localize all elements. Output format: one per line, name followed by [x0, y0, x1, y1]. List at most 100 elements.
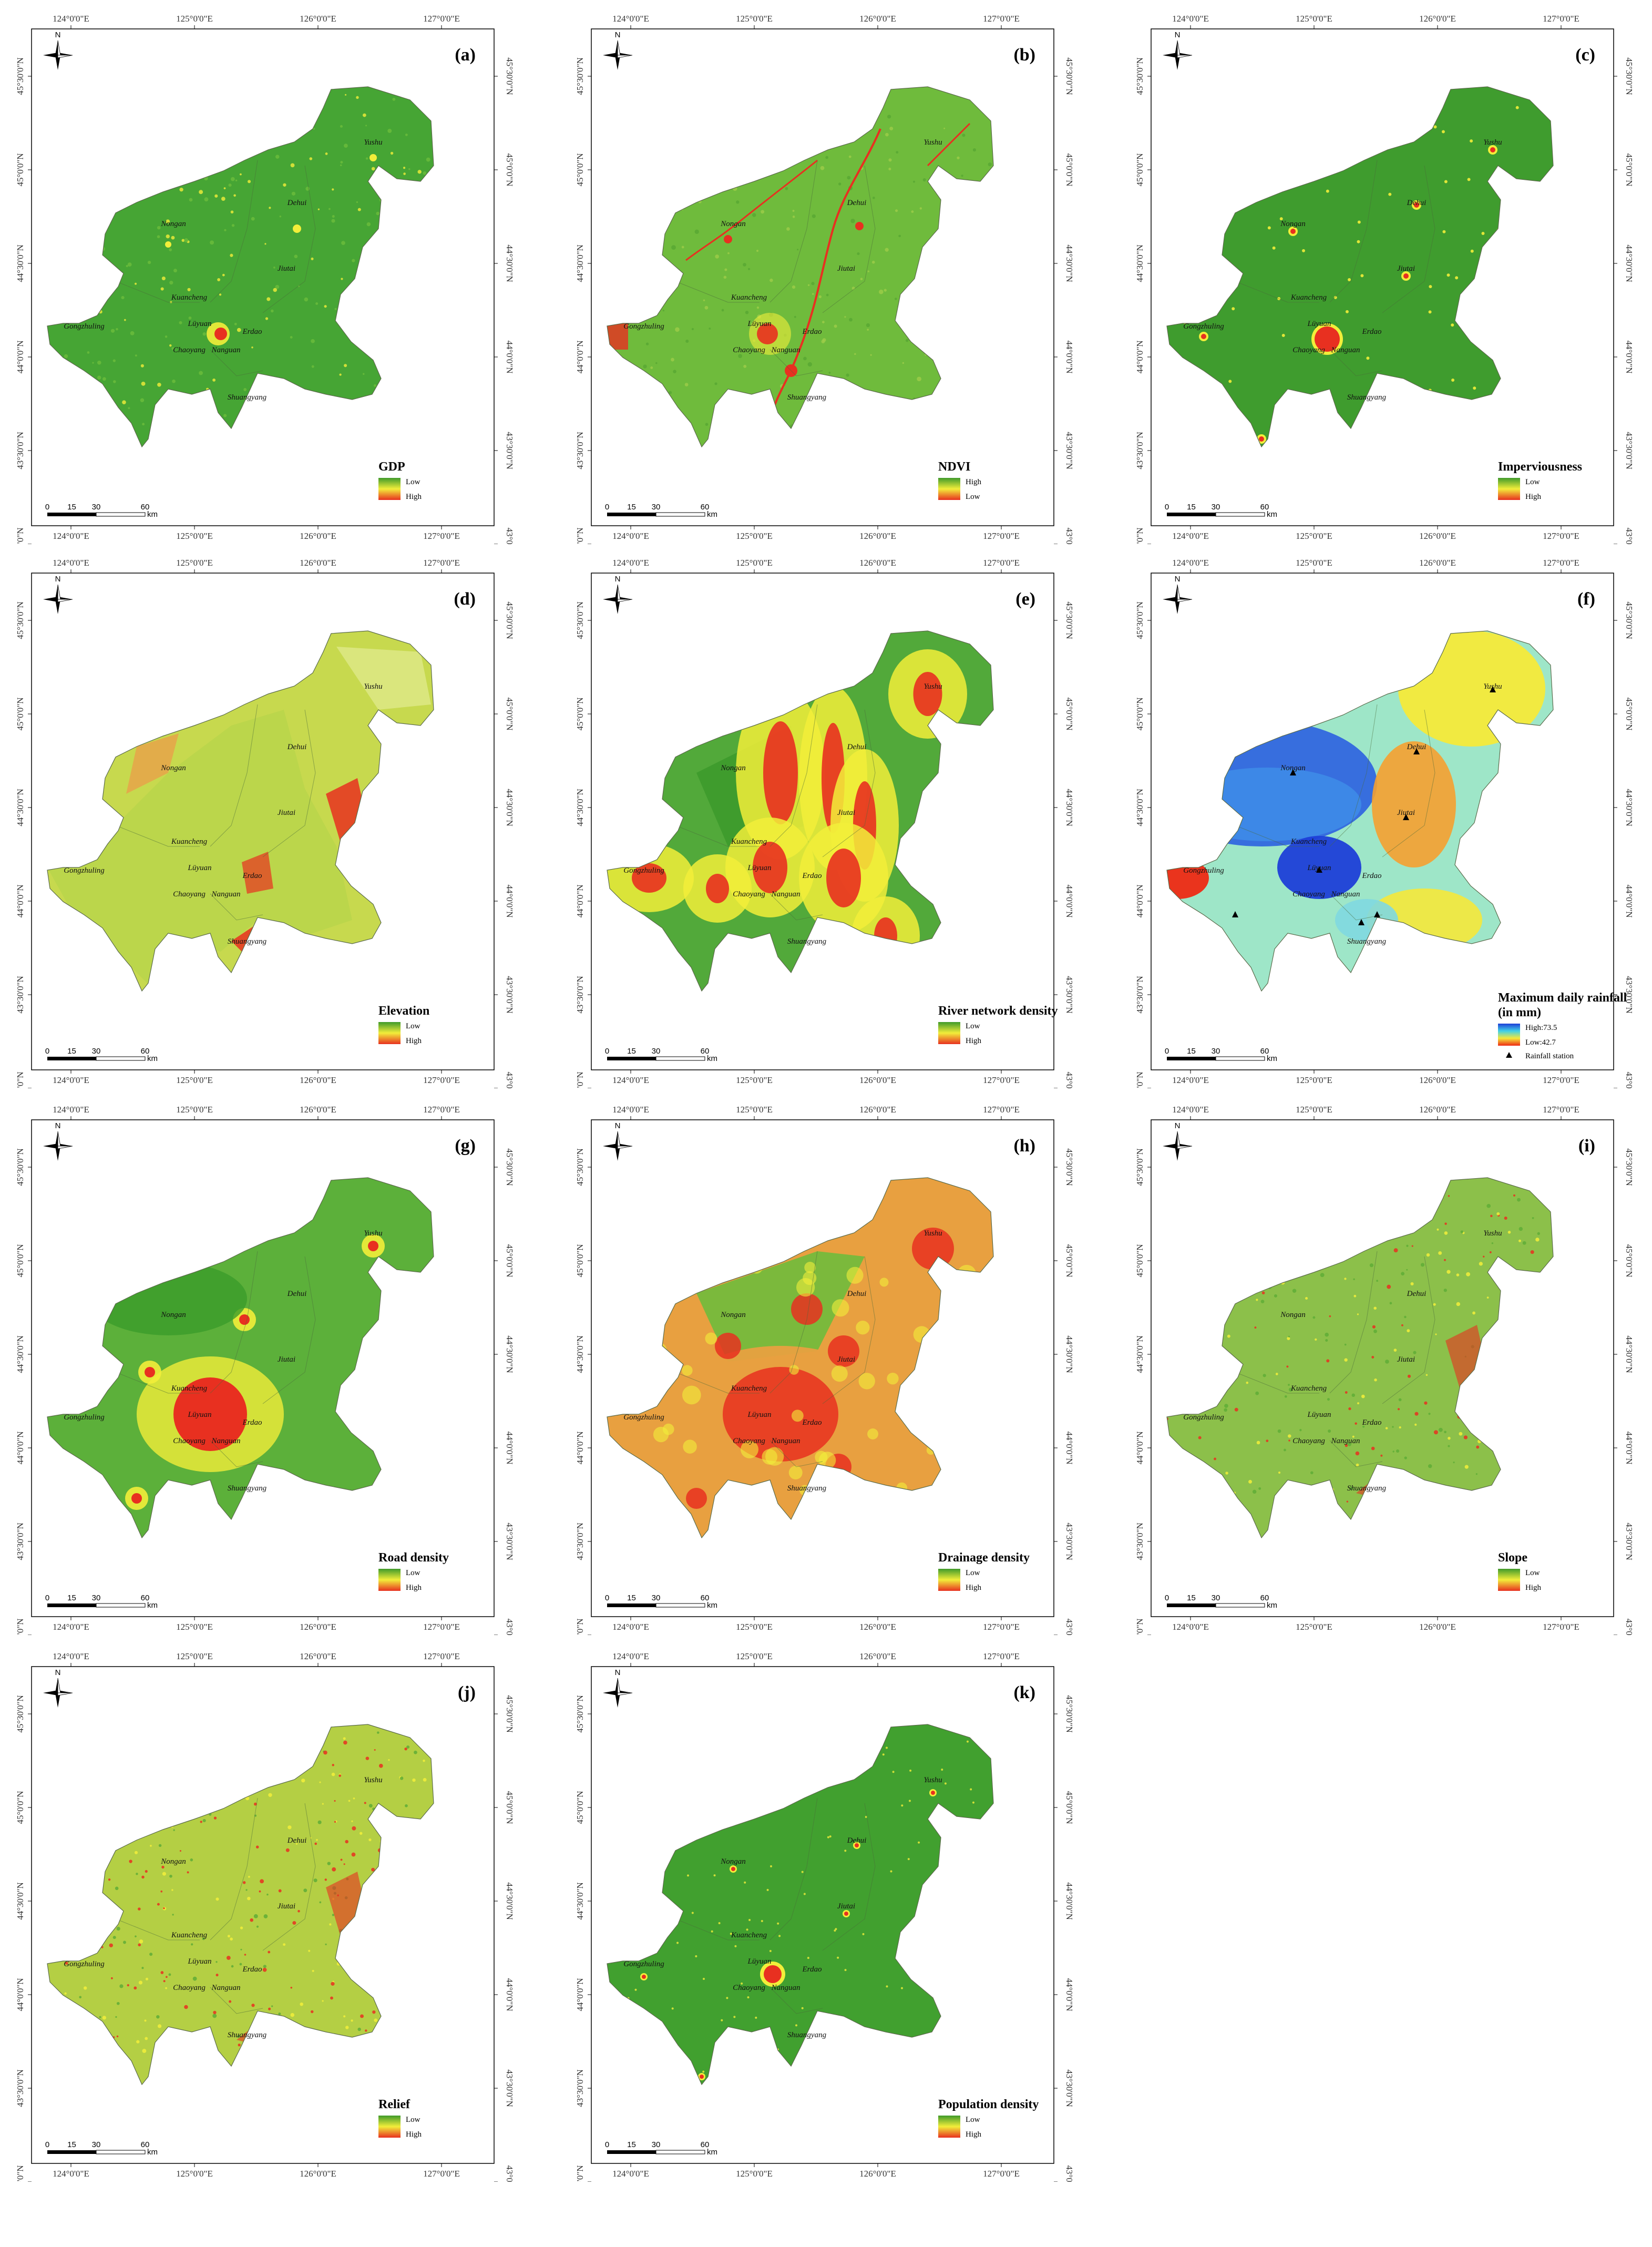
city-label: Kuancheng [171, 293, 208, 302]
legend-bottom-label: High [966, 1037, 982, 1045]
city-label: Lüyuan [188, 320, 212, 328]
lat-tick-label-right: 44°0'0"N [1624, 884, 1634, 917]
city-label: Jiutai [837, 1902, 855, 1911]
city-label: Gongzhuling [623, 866, 664, 875]
lon-tick-label-top: 124°0'0"E [612, 14, 649, 24]
scale-bar-white [1215, 1056, 1265, 1061]
map-panel: 124°0'0"E 124°0'0"E 125°0'0"E 125°0'0"E 126°… [11, 552, 520, 1088]
city-label: Nanguan [771, 890, 800, 898]
lon-tick-label-bottom: 124°0'0"E [53, 1075, 89, 1085]
scale-tick-label: 30 [92, 503, 101, 512]
legend-extra-label: Rainfall station [1525, 1052, 1574, 1060]
city-label: Yushu [1483, 1229, 1502, 1238]
lat-tick-label-left: 43°0'0"N [15, 1071, 25, 1088]
city-label: Dehui [287, 1290, 307, 1298]
lat-tick-label-right: 45°30'0"N [1624, 1148, 1634, 1186]
lat-tick-label-right: 43°30'0"N [1064, 432, 1074, 469]
legend-title: Relief [378, 2098, 411, 2111]
lat-tick-label-right: 45°30'0"N [505, 1695, 515, 1733]
city-label: Erdao [242, 328, 262, 336]
lon-tick-label-bottom: 124°0'0"E [1172, 1622, 1209, 1632]
city-label: Chaoyang [1292, 346, 1325, 354]
lon-tick-label-bottom: 124°0'0"E [53, 2169, 89, 2179]
map-svg: 124°0'0"E 124°0'0"E 125°0'0"E 125°0'0"E 126°… [1135, 14, 1634, 544]
scale-tick-label: 0 [605, 2140, 609, 2149]
lat-tick-label-left: 45°0'0"N [1135, 697, 1145, 730]
lon-tick-label-top: 126°0'0"E [300, 14, 336, 24]
city-label: Dehui [1407, 743, 1427, 751]
legend-bottom-label: Low [966, 493, 980, 501]
lat-tick-label-right: 45°30'0"N [1064, 601, 1074, 639]
panel-letter: (j) [458, 1683, 476, 1702]
map-svg: 124°0'0"E 124°0'0"E 125°0'0"E 125°0'0"E 126°… [15, 14, 515, 544]
city-label: Nongan [160, 1857, 186, 1866]
lon-tick-label-top: 124°0'0"E [53, 14, 89, 24]
lat-tick-label-left: 43°0'0"N [15, 1618, 25, 1635]
scale-bar-black [1167, 1057, 1216, 1060]
compass-icon: N [603, 575, 633, 614]
city-label: Nanguan [1330, 346, 1360, 354]
lon-tick-label-bottom: 126°0'0"E [300, 1075, 336, 1085]
lat-tick-label-left: 44°0'0"N [15, 1431, 25, 1464]
lat-tick-label-left: 45°30'0"N [575, 57, 585, 95]
city-label: Nongan [720, 1311, 746, 1319]
lon-tick-label-bottom: 127°0'0"E [983, 531, 1020, 541]
city-label: Lüyuan [188, 1411, 212, 1419]
lat-tick-label-right: 44°0'0"N [505, 884, 515, 917]
lat-tick-label-left: 43°30'0"N [15, 976, 25, 1014]
city-label: Jiutai [1397, 809, 1415, 817]
lat-tick-label-right: 44°30'0"N [505, 244, 515, 282]
scale-bar-white [655, 512, 705, 517]
city-label: Chaoyang [733, 890, 765, 898]
city-label: Shuangyang [228, 937, 267, 946]
city-label: Shuangyang [1347, 937, 1387, 946]
map-svg: 124°0'0"E 124°0'0"E 125°0'0"E 125°0'0"E 126°… [575, 14, 1074, 544]
city-label: Nanguan [211, 890, 240, 898]
lat-tick-label-right: 44°0'0"N [1064, 340, 1074, 373]
lat-tick-label-left: 43°30'0"N [1135, 1523, 1145, 1560]
legend-title: GDP [378, 460, 405, 474]
lat-tick-label-left: 45°30'0"N [1135, 601, 1145, 639]
city-label: Jiutai [278, 264, 295, 273]
lat-tick-label-left: 45°0'0"N [15, 1244, 25, 1277]
lat-tick-label-right: 45°30'0"N [1624, 57, 1634, 95]
lon-tick-label-bottom: 124°0'0"E [53, 1622, 89, 1632]
compass-north-label: N [55, 575, 61, 584]
lon-tick-label-bottom: 126°0'0"E [1419, 531, 1456, 541]
legend-top-label: Low [406, 1022, 420, 1030]
rainfall-station-icon [1506, 1052, 1512, 1058]
lat-tick-label-left: 43°0'0"N [575, 1618, 585, 1635]
lat-tick-label-left: 45°0'0"N [575, 153, 585, 186]
lat-tick-label-left: 44°30'0"N [15, 789, 25, 826]
lat-tick-label-right: 43°30'0"N [505, 432, 515, 469]
map-svg: 124°0'0"E 124°0'0"E 125°0'0"E 125°0'0"E 126°… [15, 1105, 515, 1635]
lat-tick-label-left: 45°30'0"N [15, 57, 25, 95]
city-label: Kuancheng [1290, 293, 1327, 302]
lat-tick-label-right: 43°30'0"N [1624, 976, 1634, 1014]
scale-tick-label: 30 [652, 2140, 661, 2149]
region-outline [607, 86, 994, 448]
lat-tick-label-right: 44°30'0"N [505, 1335, 515, 1373]
city-label: Kuancheng [731, 837, 767, 846]
city-label: Gongzhuling [64, 1413, 105, 1422]
scale-bar-white [1215, 512, 1265, 517]
scale-unit-label: km [147, 1054, 158, 1063]
city-label: Gongzhuling [1183, 866, 1224, 875]
scale-tick-label: 60 [141, 2140, 150, 2149]
compass-north-label: N [1175, 1121, 1181, 1130]
lat-tick-label-left: 44°30'0"N [15, 244, 25, 282]
scale-bar-black [47, 513, 96, 516]
lat-tick-label-right: 43°30'0"N [505, 1523, 515, 1560]
lat-tick-label-left: 44°0'0"N [15, 884, 25, 917]
lon-tick-label-top: 127°0'0"E [983, 1105, 1020, 1115]
lat-tick-label-left: 44°30'0"N [575, 789, 585, 826]
lat-tick-label-right: 45°30'0"N [1624, 601, 1634, 639]
map-panel: 124°0'0"E 124°0'0"E 125°0'0"E 125°0'0"E 126°… [1130, 552, 1640, 1088]
legend-bottom-label: High [966, 2130, 982, 2139]
lat-tick-label-left: 43°0'0"N [1135, 527, 1145, 544]
city-label: Dehui [847, 1290, 867, 1298]
lat-tick-label-left: 45°0'0"N [575, 1791, 585, 1824]
lat-tick-label-right: 45°0'0"N [1624, 1244, 1634, 1277]
legend-top-label: Low [406, 2116, 420, 2124]
lat-tick-label-left: 45°0'0"N [575, 1244, 585, 1277]
